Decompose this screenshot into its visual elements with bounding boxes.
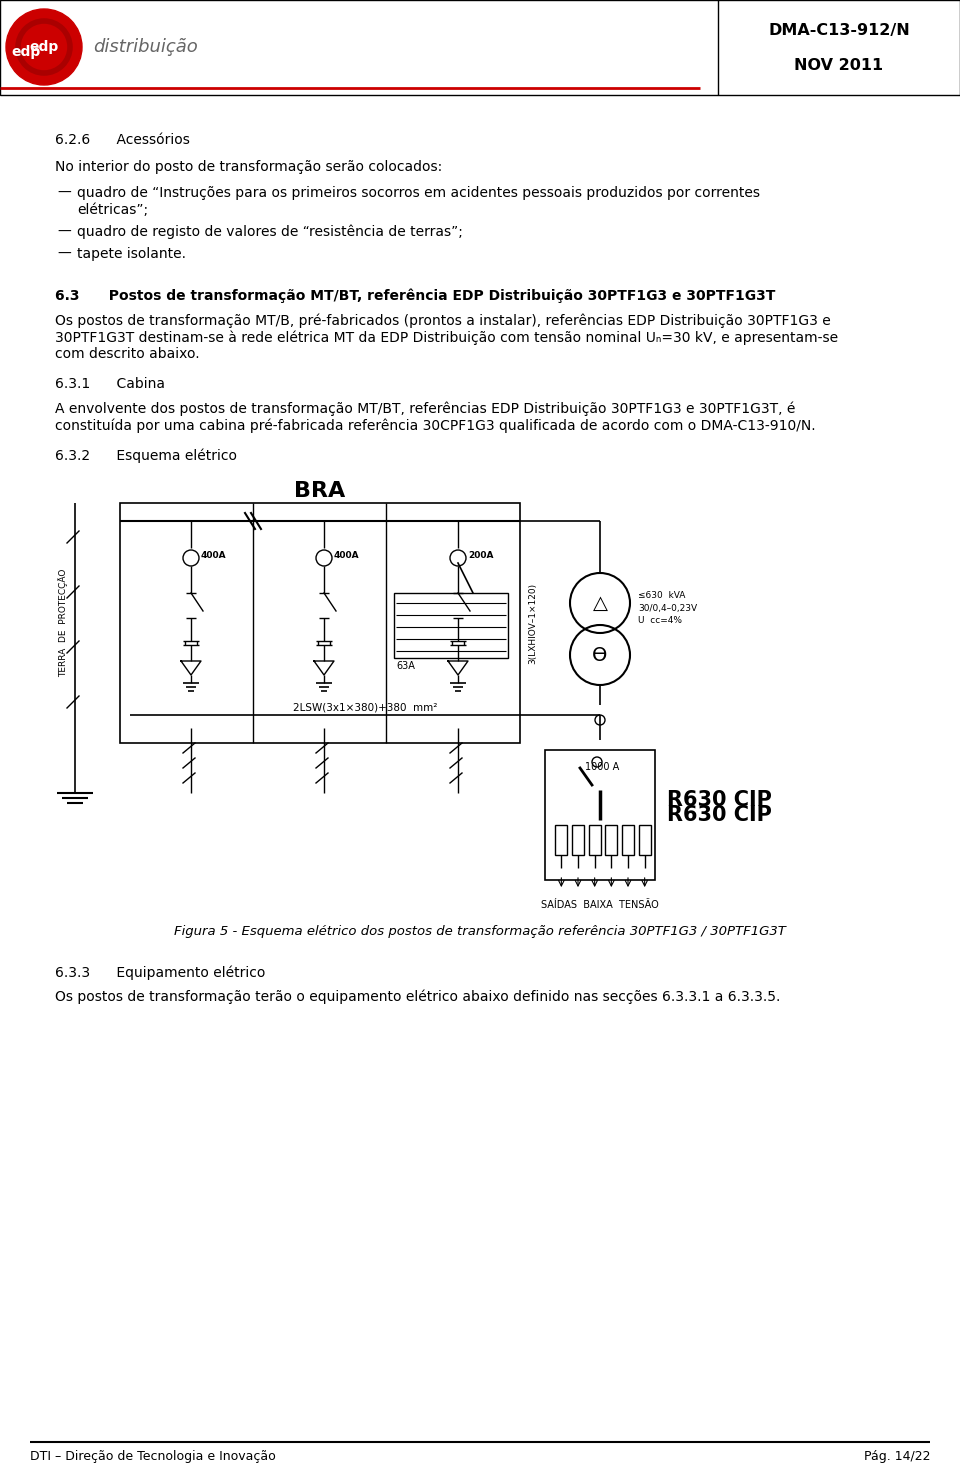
Text: quadro de registo de valores de “resistência de terras”;: quadro de registo de valores de “resistê… (77, 224, 463, 239)
Text: 200A: 200A (468, 550, 493, 560)
Text: A envolvente dos postos de transformação MT/BT, referências EDP Distribuição 30P: A envolvente dos postos de transformação… (55, 401, 796, 416)
Text: Pág. 14/22: Pág. 14/22 (863, 1450, 930, 1464)
Bar (545, 750, 655, 880)
Text: edp: edp (30, 40, 59, 55)
Text: constituída por uma cabina pré-fabricada referência 30CPF1G3 qualificada de acor: constituída por uma cabina pré-fabricada… (55, 419, 816, 432)
Text: ≤630  kVA
30/0,4–0,23V
U  cc=4%: ≤630 kVA 30/0,4–0,23V U cc=4% (638, 591, 697, 625)
Text: Os postos de transformação terão o equipamento elétrico abaixo definido nas secç: Os postos de transformação terão o equip… (55, 991, 780, 1004)
Text: Figura 5 - Esquema elétrico dos postos de transformação referência 30PTF1G3 / 30: Figura 5 - Esquema elétrico dos postos d… (174, 926, 786, 937)
Text: 3(LXHIOV–1×120): 3(LXHIOV–1×120) (528, 582, 537, 663)
Bar (606, 825, 617, 855)
Text: —: — (57, 224, 71, 239)
Text: quadro de “Instruções para os primeiros socorros em acidentes pessoais produzido: quadro de “Instruções para os primeiros … (77, 186, 760, 200)
Text: BRA: BRA (295, 481, 346, 501)
Text: elétricas”;: elétricas”; (77, 202, 148, 217)
Text: 6.2.6      Acessórios: 6.2.6 Acessórios (55, 133, 190, 147)
Text: 6.3      Postos de transformação MT/BT, referência EDP Distribuição 30PTF1G3 e 3: 6.3 Postos de transformação MT/BT, refer… (55, 289, 776, 304)
Circle shape (6, 9, 82, 85)
Text: com descrito abaixo.: com descrito abaixo. (55, 346, 200, 361)
Text: NOV 2011: NOV 2011 (795, 57, 883, 72)
Bar (588, 825, 601, 855)
Text: △: △ (592, 594, 608, 613)
Text: 6.3.3      Equipamento elétrico: 6.3.3 Equipamento elétrico (55, 965, 265, 980)
Bar (0, 0, 960, 94)
Text: Ө: Ө (592, 646, 608, 665)
Bar (394, 593, 508, 657)
Text: —: — (57, 186, 71, 200)
Text: SAÍDAS  BAIXA  TENSÃO: SAÍDAS BAIXA TENSÃO (541, 901, 659, 909)
Bar (622, 825, 634, 855)
Text: 6.3.1      Cabina: 6.3.1 Cabina (55, 376, 165, 391)
Text: R630 CIP: R630 CIP (667, 790, 772, 811)
Text: 6.3.2      Esquema elétrico: 6.3.2 Esquema elétrico (55, 448, 237, 463)
Text: DMA-C13-912/N: DMA-C13-912/N (768, 22, 910, 37)
Text: tapete isolante.: tapete isolante. (77, 246, 186, 261)
Text: TERRA  DE  PROTECÇÃO: TERRA DE PROTECÇÃO (58, 569, 68, 677)
Text: 63A: 63A (396, 660, 415, 671)
Text: 2LSW(3x1×380)+380  mm²: 2LSW(3x1×380)+380 mm² (293, 702, 437, 712)
Text: 1000 A: 1000 A (585, 762, 619, 772)
Text: Os postos de transformação MT/B, pré-fabricados (prontos a instalar), referência: Os postos de transformação MT/B, pré-fab… (55, 314, 830, 329)
Text: edp: edp (12, 46, 40, 59)
Text: distribuição: distribuição (93, 38, 198, 56)
Text: DTI – Direção de Tecnologia e Inovação: DTI – Direção de Tecnologia e Inovação (30, 1450, 276, 1464)
Text: 30PTF1G3T destinam-se à rede elétrica MT da EDP Distribuição com tensão nominal : 30PTF1G3T destinam-se à rede elétrica MT… (55, 330, 838, 345)
Bar (120, 503, 520, 743)
Text: 400A: 400A (334, 550, 360, 560)
Text: No interior do posto de transformação serão colocados:: No interior do posto de transformação se… (55, 161, 443, 174)
Text: R630 CIP: R630 CIP (667, 805, 772, 825)
Bar (638, 825, 651, 855)
Bar (572, 825, 584, 855)
Text: 400A: 400A (201, 550, 227, 560)
Bar (555, 825, 567, 855)
Text: —: — (57, 246, 71, 261)
